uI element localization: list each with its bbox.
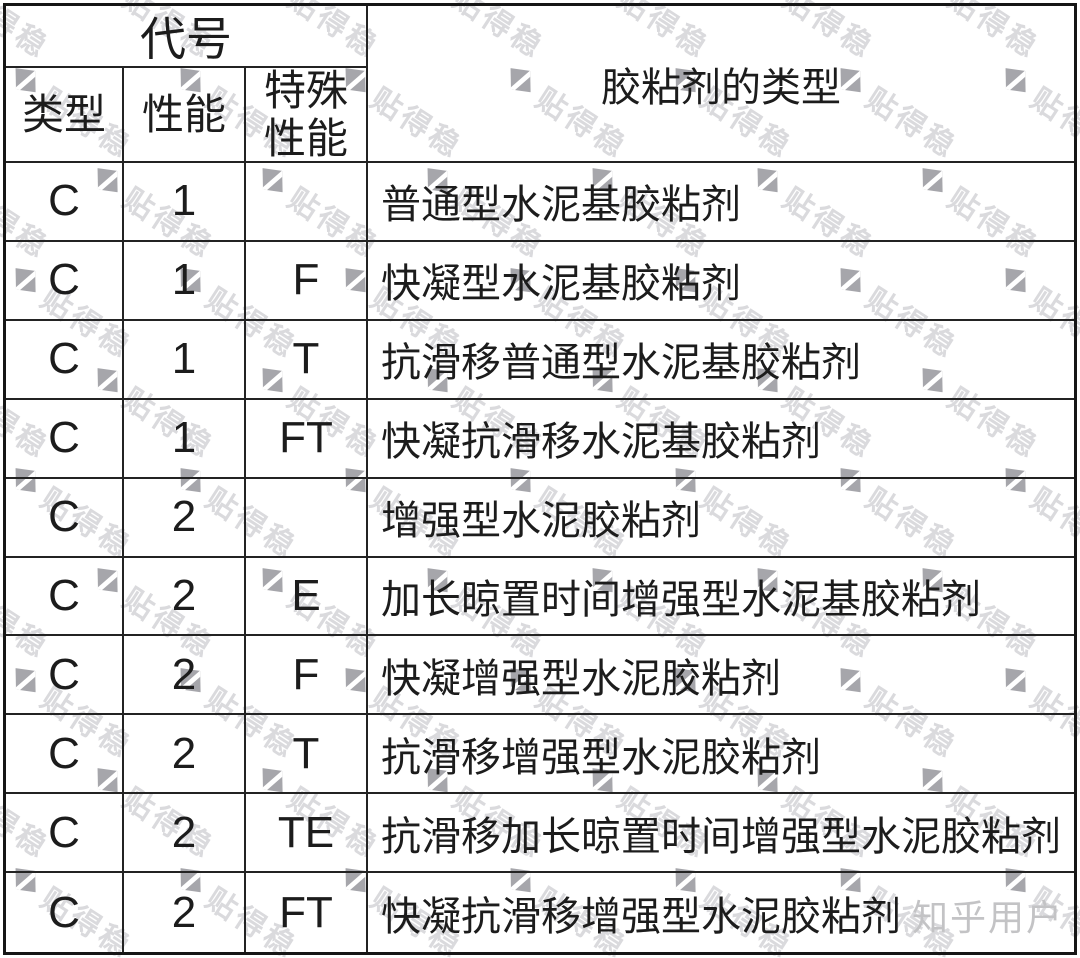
cell-adhesive-name: 快凝增强型水泥胶粘剂 (368, 636, 1074, 716)
cell-performance: 2 (124, 557, 246, 637)
cell-type: C (6, 794, 124, 874)
cell-adhesive-name: 增强型水泥胶粘剂 (368, 479, 1074, 558)
cell-performance: 1 (124, 399, 246, 479)
cell-adhesive-name: 快凝抗滑移增强型水泥胶粘剂 (381, 894, 901, 939)
cell-performance: 2 (124, 794, 246, 874)
adhesive-classification-table: 代号 胶粘剂的类型 类型 性能 特殊 性能 C 1 普通型水泥基胶粘剂 C 1 … (3, 3, 1077, 955)
special-performance-line2: 性能 (263, 114, 348, 162)
cell-special: E (246, 557, 368, 637)
cell-type: C (6, 241, 124, 321)
header-cell-code-group: 代号 (6, 6, 368, 68)
cell-performance: 2 (124, 478, 246, 558)
cell-adhesive-name: 快凝抗滑移水泥基胶粘剂 (368, 400, 1074, 479)
header-cell-type: 类型 (6, 68, 124, 163)
cell-performance: 2 (124, 715, 246, 795)
header-cell-performance: 性能 (124, 68, 246, 163)
cell-type: C (6, 873, 124, 952)
cell-adhesive-name: 快凝型水泥基胶粘剂 (368, 242, 1074, 321)
cell-type: C (6, 636, 124, 716)
cell-type: C (6, 163, 124, 242)
cell-performance: 2 (124, 636, 246, 716)
cell-special: FT (246, 873, 368, 952)
zhihu-attribution: 知乎用户 (911, 897, 1064, 938)
cell-performance: 1 (124, 241, 246, 321)
cell-adhesive-name: 抗滑移普通型水泥基胶粘剂 (368, 321, 1074, 400)
cell-adhesive-name: 抗滑移增强型水泥胶粘剂 (368, 715, 1074, 795)
cell-performance: 2 (124, 873, 246, 952)
header-cell-adhesive-type: 胶粘剂的类型 (368, 6, 1074, 163)
cell-special (246, 478, 368, 558)
cell-adhesive-name: 加长晾置时间增强型水泥基胶粘剂 (368, 558, 1074, 637)
cell-performance: 1 (124, 320, 246, 400)
cell-special (246, 163, 368, 242)
cell-type: C (6, 320, 124, 400)
cell-special: FT (246, 399, 368, 479)
cell-adhesive-name: 抗滑移加长晾置时间增强型水泥胶粘剂 (368, 794, 1074, 874)
special-performance-line1: 特殊 (263, 67, 348, 115)
cell-special: F (246, 636, 368, 716)
cell-type: C (6, 399, 124, 479)
cell-special: T (246, 715, 368, 795)
cell-special: TE (246, 794, 368, 874)
cell-type: C (6, 478, 124, 558)
header-cell-special-performance: 特殊 性能 (246, 67, 368, 163)
cell-adhesive-name: 普通型水泥基胶粘剂 (368, 163, 1074, 242)
cell-special: F (246, 241, 368, 321)
cell-type: C (6, 557, 124, 637)
cell-performance: 1 (124, 163, 246, 242)
cell-special: T (246, 320, 368, 400)
cell-type: C (6, 715, 124, 795)
